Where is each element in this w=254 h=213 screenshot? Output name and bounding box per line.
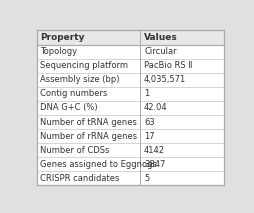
Bar (37, 30, 224, 45)
Text: 17: 17 (144, 132, 155, 141)
Text: 4142: 4142 (144, 146, 165, 155)
Text: Number of CDSs: Number of CDSs (40, 146, 109, 155)
Text: Number of rRNA genes: Number of rRNA genes (40, 132, 137, 141)
Text: Values: Values (144, 33, 178, 42)
Text: Property: Property (40, 33, 85, 42)
Text: DNA G+C (%): DNA G+C (%) (40, 104, 98, 112)
Text: Assembly size (bp): Assembly size (bp) (40, 75, 120, 84)
Text: 4,035,571: 4,035,571 (144, 75, 186, 84)
Text: Contig numbers: Contig numbers (40, 89, 108, 98)
Text: 3847: 3847 (144, 160, 165, 169)
Text: Topology: Topology (40, 47, 77, 56)
Text: Sequencing platform: Sequencing platform (40, 61, 128, 70)
Text: PacBio RS Ⅱ: PacBio RS Ⅱ (144, 61, 193, 70)
Text: 63: 63 (144, 118, 155, 127)
Text: 42.04: 42.04 (144, 104, 168, 112)
Text: 5: 5 (144, 174, 149, 183)
Text: Circular: Circular (144, 47, 177, 56)
Text: CRISPR candidates: CRISPR candidates (40, 174, 120, 183)
Text: Genes assigned to Eggnogs: Genes assigned to Eggnogs (40, 160, 157, 169)
Text: Number of tRNA genes: Number of tRNA genes (40, 118, 137, 127)
Text: 1: 1 (144, 89, 149, 98)
